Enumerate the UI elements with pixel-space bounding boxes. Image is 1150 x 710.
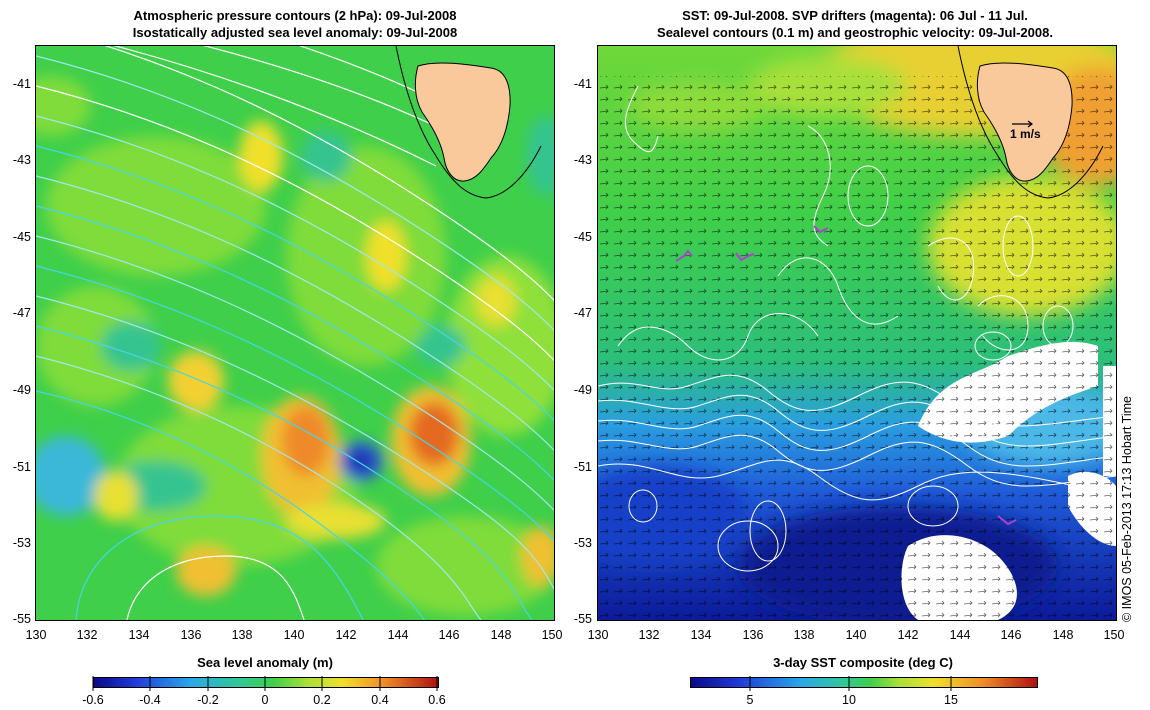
right-lat-tick: -53	[573, 536, 592, 550]
tasmania-landmass	[976, 62, 1073, 182]
right-lon-tick: 136	[742, 628, 764, 642]
velocity-scale-arrow	[1012, 120, 1033, 128]
right-lat-tick: -49	[573, 383, 592, 397]
depth-contour	[395, 46, 542, 199]
right-lon-tick: 138	[793, 628, 815, 642]
pressure-contours	[36, 46, 554, 620]
copyright-notice: © IMOS 05-Feb-2013 17:13 Hobart Time	[1120, 396, 1134, 622]
right-lat-tick: -43	[573, 153, 592, 167]
right-lat-tick: -41	[573, 77, 592, 91]
left-lon-tick: 148	[490, 628, 512, 642]
sst-colorbar-label: 3-day SST composite (deg C)	[773, 655, 953, 670]
right-lon-tick: 148	[1052, 628, 1074, 642]
depth-contour	[957, 46, 1104, 199]
right-lon-tick: 140	[845, 628, 867, 642]
left-lat-tick: -43	[12, 153, 31, 167]
left-lon-tick: 142	[335, 628, 357, 642]
left-lat-tick: -45	[12, 230, 31, 244]
left-lon-tick: 138	[231, 628, 253, 642]
sla-colorbar-tick: 0.6	[428, 693, 446, 707]
sst-colorbar-tick: 10	[842, 693, 856, 707]
velocity-scale-label: 1 m/s	[1010, 127, 1041, 141]
sst-colorbar-tick: 5	[746, 693, 754, 707]
left-lat-tick: -47	[12, 306, 31, 320]
sst-map: 1 m/s	[597, 45, 1117, 621]
sla-colorbar-tick: -0.2	[197, 693, 219, 707]
left-lon-tick: 136	[180, 628, 202, 642]
sla-colorbar-label: Sea level anomaly (m)	[197, 655, 333, 670]
left-title-line1: Atmospheric pressure contours (2 hPa): 0…	[133, 8, 457, 23]
sla-colorbar-tick: 0.4	[371, 693, 389, 707]
left-lon-tick: 134	[128, 628, 150, 642]
sst-map-canvas: 1 m/s	[598, 46, 1116, 620]
sla-colorbar-tick: 0	[261, 693, 269, 707]
tasmania-landmass	[414, 62, 511, 182]
sst-colorbar	[690, 677, 1038, 688]
left-lat-tick: -49	[12, 383, 31, 397]
right-lon-tick: 142	[897, 628, 919, 642]
left-title-line2: Isostatically adjusted sea level anomaly…	[132, 25, 458, 40]
right-lat-tick: -45	[573, 230, 592, 244]
right-title-line1: SST: 09-Jul-2008. SVP drifters (magenta)…	[682, 8, 1028, 23]
right-lat-tick: -47	[573, 306, 592, 320]
sst-colorbar-tick: 15	[944, 693, 958, 707]
left-lon-tick: 140	[283, 628, 305, 642]
right-lon-tick: 146	[1000, 628, 1022, 642]
sla-colorbar-tick: 0.2	[313, 693, 331, 707]
sst-colorbar-ticks	[749, 676, 952, 691]
right-title: SST: 09-Jul-2008. SVP drifters (magenta)…	[590, 7, 1120, 41]
right-lon-tick: 134	[690, 628, 712, 642]
sealevel-contours	[598, 85, 1116, 572]
left-lat-tick: -41	[12, 77, 31, 91]
right-lon-tick: 150	[1103, 628, 1125, 642]
left-lat-tick: -53	[12, 536, 31, 550]
left-lon-tick: 130	[25, 628, 47, 642]
right-lon-tick: 130	[587, 628, 609, 642]
right-lat-tick: -51	[573, 460, 592, 474]
left-title: Atmospheric pressure contours (2 hPa): 0…	[35, 7, 555, 41]
left-lat-tick: -55	[12, 612, 31, 626]
right-lat-tick: -55	[573, 612, 592, 626]
sea-level-anomaly-map-canvas	[36, 46, 554, 620]
sla-colorbar-tick: -0.6	[82, 693, 104, 707]
svp-drifter-tracks	[675, 225, 1017, 526]
sla-colorbar-tick: -0.4	[139, 693, 161, 707]
left-lon-tick: 132	[76, 628, 98, 642]
right-title-line2: Sealevel contours (0.1 m) and geostrophi…	[657, 25, 1053, 40]
sla-colorbar-ticks	[92, 676, 438, 691]
right-lon-tick: 132	[638, 628, 660, 642]
left-lon-tick: 150	[541, 628, 563, 642]
left-lon-tick: 144	[387, 628, 409, 642]
right-lon-tick: 144	[949, 628, 971, 642]
left-lat-tick: -51	[12, 460, 31, 474]
left-lon-tick: 146	[438, 628, 460, 642]
sea-level-anomaly-map	[35, 45, 555, 621]
